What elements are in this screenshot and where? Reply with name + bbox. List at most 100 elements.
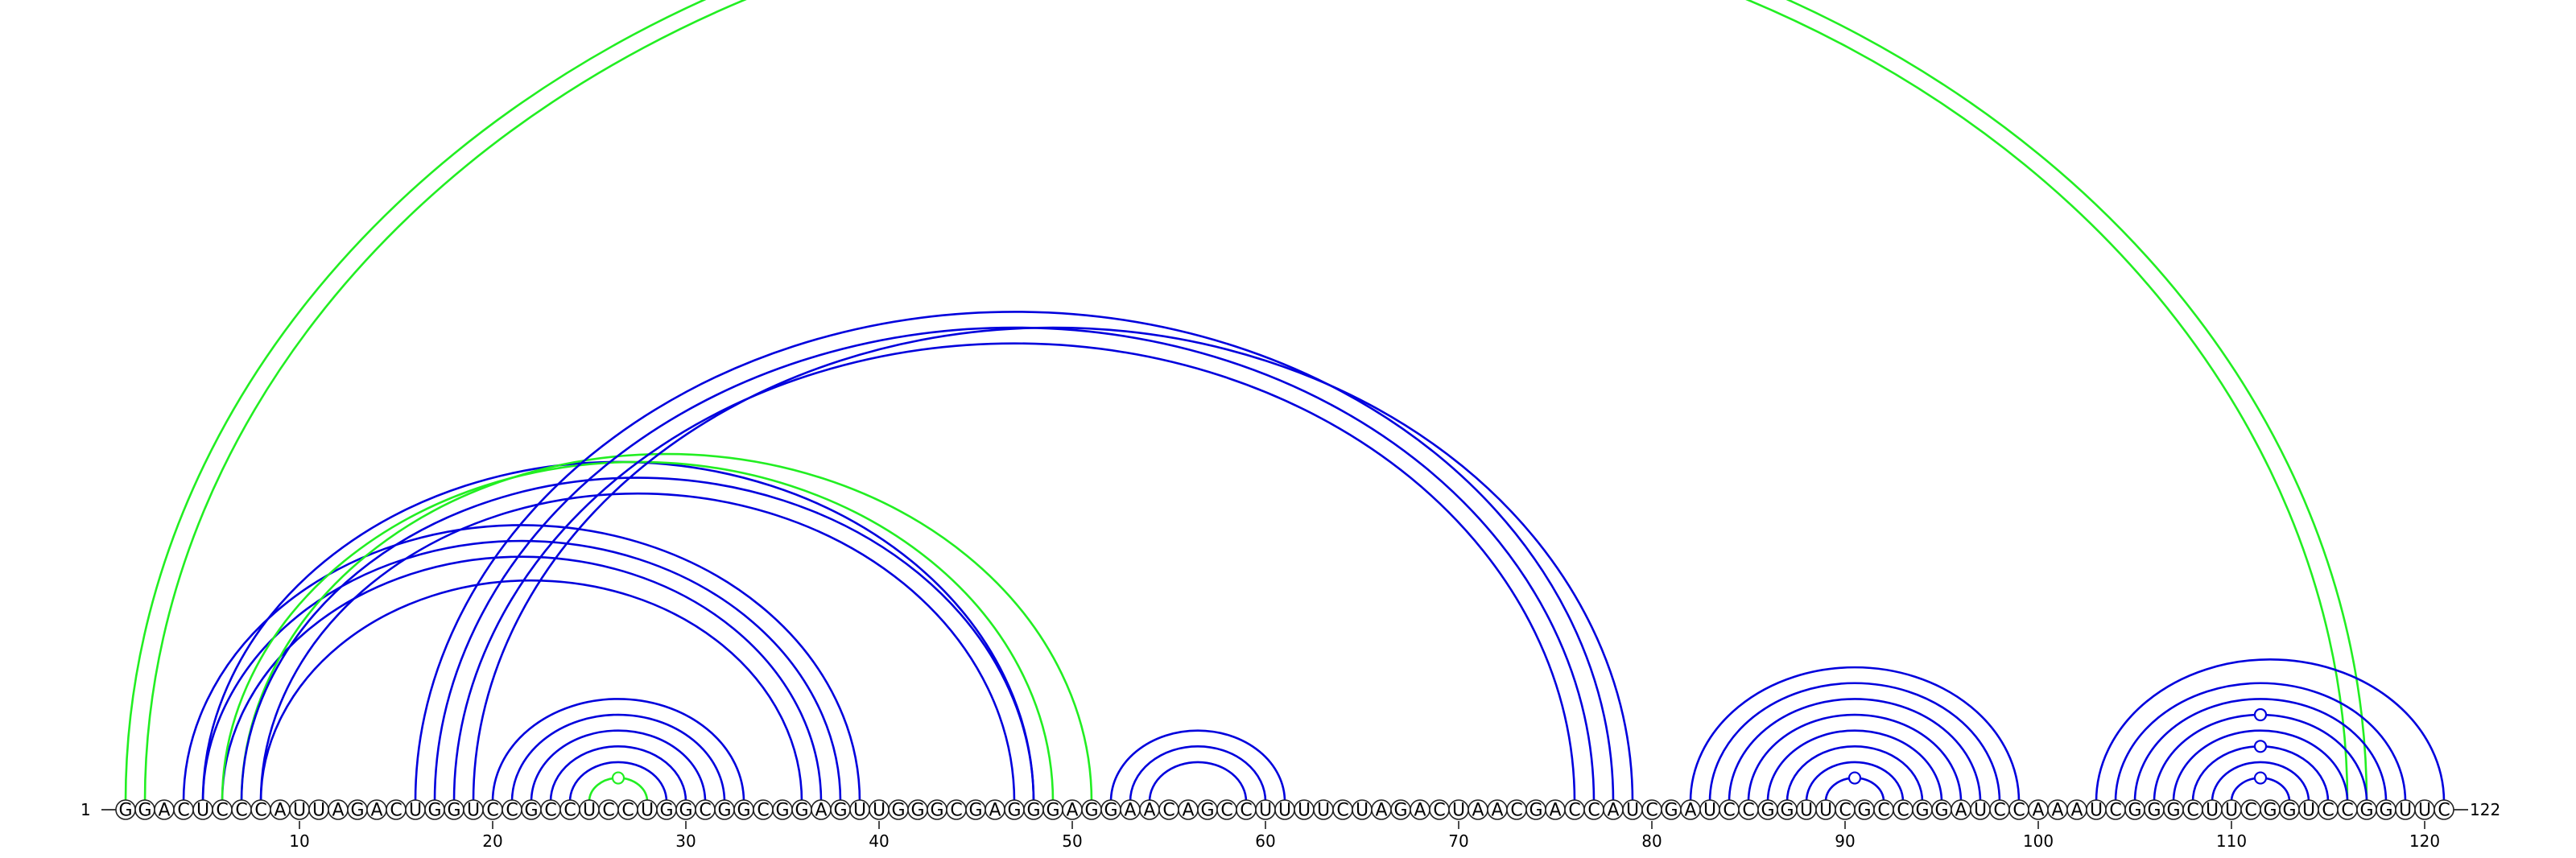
nucleotide-letter: C	[1162, 801, 1174, 821]
nucleotide-letter: A	[2051, 801, 2063, 821]
nucleotide: U	[869, 799, 890, 821]
nucleotide-letter: G	[350, 801, 364, 821]
nucleotide-letter: C	[1993, 801, 2005, 821]
nucleotide: G	[927, 799, 947, 821]
nucleotide-letter: G	[1046, 801, 1059, 821]
nucleotide-letter: G	[910, 801, 924, 821]
nucleotide-letter: U	[2302, 801, 2315, 821]
pair-arc	[1129, 745, 1267, 802]
nucleotide: A	[154, 799, 175, 821]
nucleotide: G	[1100, 799, 1121, 821]
nucleotide: U	[1294, 799, 1315, 821]
nucleotide: C	[2337, 799, 2358, 821]
nucleotide: G	[907, 799, 928, 821]
nucleotide: U	[192, 799, 213, 821]
nucleotide: C	[1158, 799, 1179, 821]
nucleotide-letter: C	[2244, 801, 2256, 821]
nucleotide: G	[2163, 799, 2184, 821]
pair-arc	[240, 452, 1093, 802]
nucleotide: G	[733, 799, 754, 821]
nucleotide: C	[386, 799, 407, 821]
nucleotide-letter: C	[1220, 801, 1232, 821]
open-marker	[2253, 771, 2268, 785]
nucleotide: G	[134, 799, 155, 821]
nucleotide-letter: U	[1298, 801, 1311, 821]
nucleotide: U	[579, 799, 600, 821]
nucleotide: G	[424, 799, 445, 821]
nucleotide-letter: A	[274, 801, 286, 821]
nucleotide: U	[637, 799, 658, 821]
nucleotide-letter: A	[1607, 801, 1619, 821]
nucleotide: C	[946, 799, 967, 821]
nucleotide: G	[714, 799, 735, 821]
nucleotide-letter: C	[544, 801, 556, 821]
nucleotide: C	[2008, 799, 2029, 821]
start-index-label: 1	[80, 800, 91, 819]
nucleotide-letter: G	[930, 801, 943, 821]
nucleotide-letter: C	[1510, 801, 1522, 821]
nucleotide-letter: C	[235, 801, 247, 821]
nucleotide-letter: U	[873, 801, 886, 821]
nucleotide-letter: C	[2109, 801, 2121, 821]
nucleotide: C	[1719, 799, 1740, 821]
nucleotide-letter: C	[1723, 801, 1735, 821]
tick-label: 100	[2023, 831, 2054, 851]
nucleotide-letter: G	[2147, 801, 2161, 821]
pair-arc	[1148, 761, 1248, 802]
nucleotide-letter: U	[1259, 801, 1272, 821]
nucleotide: U	[1352, 799, 1373, 821]
base-pair-arcs	[124, 0, 2446, 802]
nucleotide: G	[791, 799, 812, 821]
nucleotide-letter: G	[1529, 801, 1542, 821]
nucleotide-letter: G	[1200, 801, 1214, 821]
nucleotide-letter: A	[370, 801, 382, 821]
nucleotide: A	[1120, 799, 1141, 821]
nucleotide: G	[675, 799, 696, 821]
nucleotide: G	[1197, 799, 1218, 821]
nucleotide: G	[1661, 799, 1682, 821]
tick-label: 10	[289, 831, 309, 851]
pair-arc	[491, 698, 745, 802]
pair-arc	[143, 0, 2349, 802]
nucleotide: G	[1757, 799, 1778, 821]
nucleotide: C	[231, 799, 252, 821]
nucleotide: G	[1525, 799, 1546, 821]
pair-arc	[1785, 745, 1924, 802]
nucleotide-letter: G	[524, 801, 538, 821]
nucleotide: A	[1951, 799, 1971, 821]
tick-label: 30	[675, 831, 696, 851]
nucleotide-letter: G	[1007, 801, 1021, 821]
nucleotide: G	[1081, 799, 1102, 821]
nucleotide-letter: G	[447, 801, 460, 821]
nucleotide: G	[830, 799, 851, 821]
nucleotide: C	[212, 799, 233, 821]
pair-arc	[221, 555, 823, 802]
nucleotide-letter: A	[1182, 801, 1194, 821]
pair-arc	[530, 729, 707, 802]
nucleotide: U	[1622, 799, 1643, 821]
nucleotide-letter: C	[177, 801, 189, 821]
nucleotide: C	[695, 799, 716, 821]
nucleotide: A	[328, 799, 349, 821]
nucleotide: C	[1583, 799, 1604, 821]
nucleotide: G	[2376, 799, 2396, 821]
nucleotide: G	[656, 799, 677, 821]
nucleotide: U	[2086, 799, 2107, 821]
nucleotide: U	[1255, 799, 1276, 821]
pair-arc	[240, 476, 1035, 802]
pair-arc	[1689, 666, 2021, 802]
nucleotide: G	[1042, 799, 1063, 821]
nucleotide-letter: C	[486, 801, 498, 821]
filled-marker	[611, 771, 625, 785]
tick-label: 70	[1448, 831, 1468, 851]
nucleotide-letter: G	[138, 801, 151, 821]
nucleotide: U	[308, 799, 329, 821]
nucleotide: C	[1989, 799, 2010, 821]
nucleotide: A	[1062, 799, 1083, 821]
nucleotide: A	[1545, 799, 1566, 821]
nucleotide-letter: C	[390, 801, 402, 821]
pair-arc	[472, 326, 1634, 802]
nucleotide: U	[405, 799, 426, 821]
nucleotide-letter: C	[1877, 801, 1889, 821]
